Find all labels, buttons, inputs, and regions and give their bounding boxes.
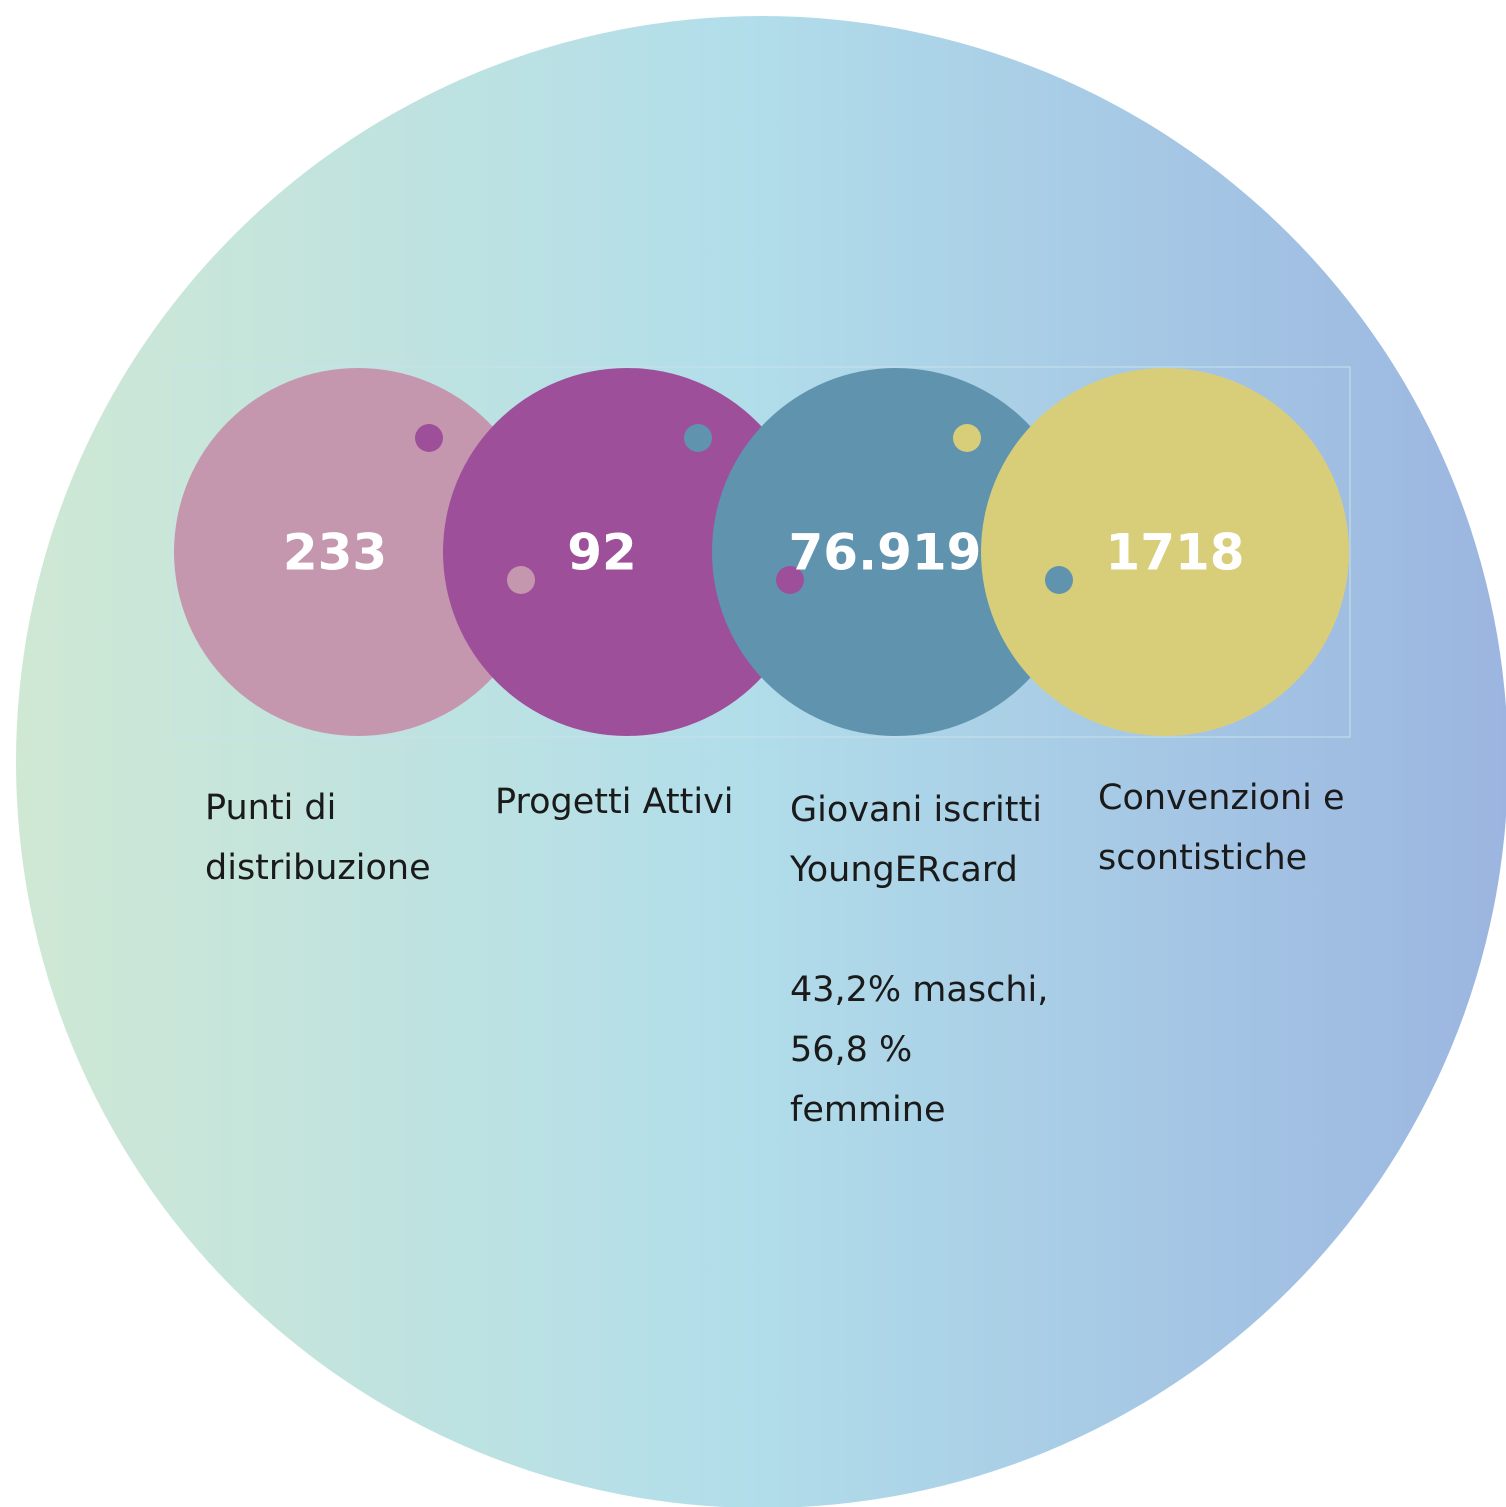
- dot: [1045, 566, 1073, 594]
- pill: [495, 425, 575, 453]
- dot: [684, 424, 712, 452]
- label-line: 43,2% maschi,: [790, 960, 1048, 1020]
- pill: [1045, 497, 1145, 525]
- pill: [806, 461, 886, 489]
- dot: [953, 424, 981, 452]
- label-line: scontistiche: [1098, 828, 1345, 888]
- stat-value: 1718: [1105, 524, 1244, 582]
- pill: [1055, 641, 1145, 669]
- pill: [537, 461, 617, 489]
- stat-value: 92: [567, 524, 637, 582]
- pill: [517, 641, 607, 669]
- stat-value: 233: [283, 524, 387, 582]
- background-circle: [16, 16, 1506, 1507]
- infographic: 233 92 76.919 1718 Punti didistribuzione Pro…: [0, 0, 1506, 1507]
- pill: [764, 425, 844, 453]
- label-line: Convenzioni e: [1098, 768, 1345, 828]
- label-line: Progetti Attivi: [495, 772, 734, 832]
- pill: [786, 641, 876, 669]
- pill: [1033, 425, 1113, 453]
- label-line: Giovani iscritti: [790, 780, 1048, 840]
- stat-label: Progetti Attivi: [495, 772, 734, 832]
- label-line: femmine: [790, 1080, 1048, 1140]
- label-line: 56,8 %: [790, 1020, 1048, 1080]
- dot: [415, 424, 443, 452]
- spacer: [790, 900, 1048, 960]
- pill: [537, 605, 617, 633]
- label-line: distribuzione: [205, 838, 431, 898]
- pill: [776, 497, 876, 525]
- pill: [507, 497, 607, 525]
- label-line: Punti di: [205, 778, 431, 838]
- label-line: YoungERcard: [790, 840, 1048, 900]
- dot: [507, 566, 535, 594]
- pill: [806, 605, 886, 633]
- pill: [1075, 605, 1155, 633]
- pill: [1075, 461, 1155, 489]
- graphic: 233 92 76.919 1718: [0, 0, 1506, 1507]
- stat-value: 76.919: [789, 524, 982, 582]
